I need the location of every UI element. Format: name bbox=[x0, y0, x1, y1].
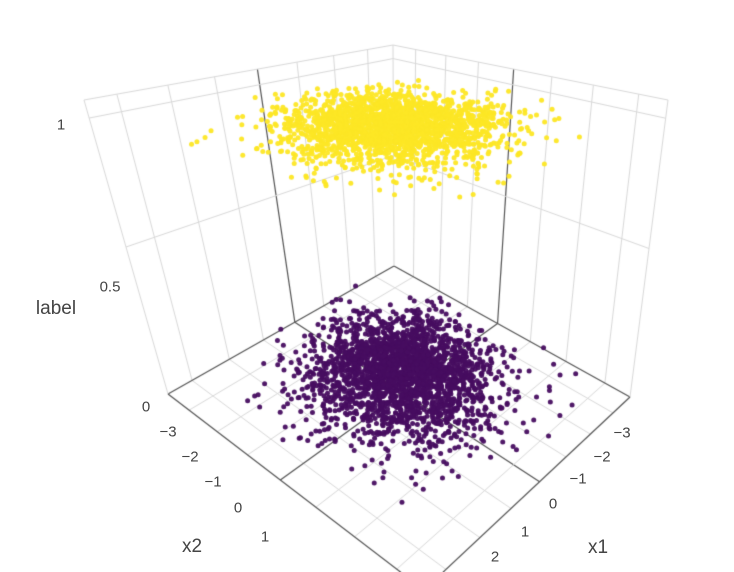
label-axis-title: label bbox=[35, 298, 77, 319]
x2-tick-label: 0 bbox=[233, 499, 243, 517]
x1-tick-label: 2 bbox=[490, 548, 500, 566]
x1-tick-label: −1 bbox=[569, 470, 587, 488]
x1-tick-label: −2 bbox=[593, 448, 611, 466]
x2-tick-label: −1 bbox=[204, 473, 222, 491]
x1-axis-title: x1 bbox=[587, 537, 609, 558]
x2-axis-title: x2 bbox=[181, 536, 203, 557]
x1-tick-label: 0 bbox=[548, 495, 558, 513]
x1-tick-label: 1 bbox=[520, 523, 530, 541]
label-tick-label: 1 bbox=[56, 116, 66, 134]
x2-tick-label: −2 bbox=[181, 448, 199, 466]
x2-tick-label: 1 bbox=[260, 528, 270, 546]
x1-tick-label: −3 bbox=[613, 424, 631, 442]
x2-tick-label: −3 bbox=[159, 423, 177, 441]
label-tick-label: 0 bbox=[141, 398, 151, 416]
label-tick-label: 0.5 bbox=[99, 278, 121, 296]
